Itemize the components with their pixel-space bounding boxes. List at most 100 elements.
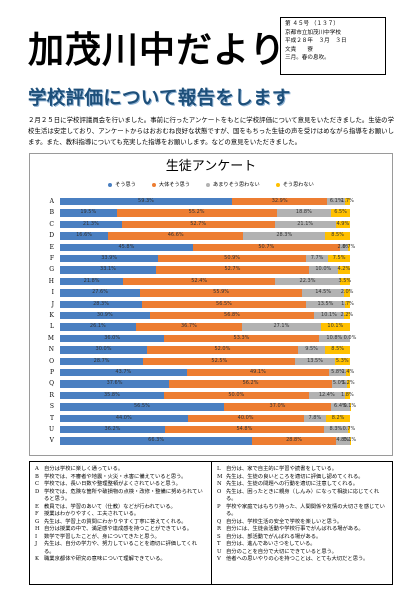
legend-label: そう思わない — [282, 182, 314, 188]
data-label: 1.7% — [341, 198, 354, 204]
survey-item-letter: K — [35, 556, 39, 562]
chart-row: J 28.3% 56.5% 13.5% 1.7% — [30, 299, 392, 310]
survey-item: J 先生は、自分の学力や、努力していることを適切に評価してくれる。 — [35, 541, 207, 556]
bar-segment: 53.3% — [164, 334, 319, 343]
bar-segment: 13.5% — [305, 300, 346, 308]
bar-segment: 1.2% — [342, 380, 355, 388]
bar-segment: 54.8% — [164, 426, 324, 434]
data-label: 0.1% — [343, 437, 357, 444]
article-headline: 学校評価について報告をします — [28, 88, 291, 109]
bar-segment: 1.7% — [341, 198, 354, 206]
data-label: 9.5% — [305, 346, 318, 353]
bar-segment: 45.8% — [60, 243, 193, 251]
bar-segment: 40.0% — [187, 414, 304, 422]
bar-segment: 16.6% — [60, 232, 109, 240]
data-label: 13.5% — [307, 357, 323, 364]
survey-item-text: 授業はわかりやすく、工夫されている。 — [44, 511, 140, 517]
data-label: 0.7% — [342, 426, 356, 432]
survey-item-text: 自分のことを自分で大切にできていると思う。 — [226, 548, 337, 555]
survey-item-text: 職業京都体や研究の意味について理解できている。 — [44, 556, 166, 562]
data-label: 45.8% — [118, 243, 135, 250]
issue-date: 平成２８年 ３月 ３日 — [285, 38, 347, 45]
category-label: C — [49, 220, 54, 228]
data-label: 36.7% — [180, 323, 197, 330]
survey-item: C 学校では、長い日数や整理整頓がよくされていると思う。 — [35, 481, 207, 489]
survey-item: U 自分のことを自分で大切にできていると思う。 — [217, 549, 388, 557]
data-label: 16.6% — [76, 232, 93, 239]
survey-item-text: 先生は、学習上の質問にわかりやすく丁寧に答えてくれる。 — [44, 518, 187, 525]
bar-segment: 4.9% — [335, 220, 350, 229]
category-label: L — [50, 323, 54, 331]
category-label: O — [49, 357, 54, 365]
survey-item-letter: J — [35, 541, 38, 547]
survey-items-right: L 自分は、家で自主的に学習や読書をしている。 M 先生は、生徒の良いところを適切に評… — [211, 462, 392, 584]
bar-segment: 8.3% — [323, 426, 348, 434]
chart-row: T 44.0% 40.0% 7.8% 8.2% — [30, 413, 392, 424]
stacked-bar: 30.0% 52.0% 9.5% 8.5% — [60, 346, 350, 354]
stacked-bar: 30.9% 56.8% 10.1% 2.2% — [60, 312, 353, 320]
bar-segment: 56.5% — [60, 403, 224, 411]
data-label: 10.0% — [315, 266, 332, 273]
data-label: 4.8% — [336, 437, 350, 444]
bar-segment: 56.5% — [142, 300, 306, 308]
bar-segment: 52.5% — [143, 357, 296, 365]
category-label: V — [49, 437, 54, 445]
survey-item-letter: S — [217, 533, 221, 540]
bar-segment: 30.9% — [60, 312, 150, 320]
legend-item: そう思わない — [275, 181, 314, 189]
category-label: P — [49, 369, 54, 376]
stacked-bar: 37.6% 56.2% 5.0% 1.2% — [60, 380, 355, 388]
bar-segment: 7.7% — [305, 255, 329, 263]
bar-segment: 37.6% — [60, 380, 170, 388]
bar-segment: 10.0% — [308, 266, 338, 274]
issue-info-box: 第 ４５号 （１３７） 京都市立加茂川中学校 平成２８年 ３月 ３日 文責 寮 … — [280, 17, 386, 75]
bar-segment: 52.7% — [155, 266, 309, 274]
stacked-bar: 28.7% 52.5% 13.5% 5.3% — [60, 357, 350, 365]
bar-segment: 2.0% — [341, 289, 353, 297]
bar-segment: 18.8% — [276, 209, 332, 217]
bar-segment: 36.2% — [60, 426, 165, 434]
data-label: 50.7% — [258, 243, 275, 250]
bar-segment: 12.4% — [308, 391, 345, 400]
data-label: 5.0% — [332, 380, 346, 387]
bar-segment: 13.5% — [295, 357, 335, 365]
chart-row: K 30.9% 56.8% 10.1% 2.2% — [30, 310, 392, 321]
data-label: 44.0% — [115, 414, 132, 421]
survey-item: O 先生は、困ったときに親身（しんみ）になって相談に応じてくれる。 — [217, 489, 388, 504]
category-label: R — [49, 391, 54, 399]
legend-item: あまりそう思わない — [206, 181, 260, 189]
data-label: 56.8% — [224, 312, 240, 318]
data-label: 8.2% — [331, 414, 345, 421]
chart-row: S 56.5% 37.0% 6.4% 0.1% — [30, 401, 392, 412]
bar-segment: 0.7% — [343, 243, 355, 251]
bar-segment: 36.0% — [60, 334, 165, 343]
survey-item-text: 学校では、長い日数や整理整頓がよくされていると思う。 — [44, 481, 181, 487]
survey-item: T 自分は、進んであいさつをしている。 — [217, 541, 388, 549]
bar-segment: 28.8% — [252, 437, 336, 445]
data-label: 22.3% — [299, 277, 316, 284]
survey-item-letter: Q — [217, 518, 222, 525]
survey-item-letter: A — [35, 466, 39, 472]
bar-segment: 37.0% — [223, 403, 332, 411]
data-label: 28.7% — [93, 357, 110, 364]
data-label: 0.0% — [343, 334, 357, 341]
chart-row: C 21.3% 52.7% 21.1% 4.9% — [30, 219, 392, 230]
data-label: 55.9% — [213, 289, 230, 296]
bar-segment: 9.5% — [297, 346, 326, 354]
data-label: 46.6% — [167, 232, 184, 239]
data-label: 10.1% — [327, 323, 344, 330]
bar-segment: 19.5% — [60, 209, 117, 217]
data-label: 55.2% — [188, 209, 205, 216]
category-label: A — [49, 198, 54, 205]
survey-item-text: 自分は、学校生活の安全で学校を楽しいと思う。 — [226, 518, 343, 525]
school-name: 京都市立加茂川中学校 — [285, 29, 341, 36]
stacked-bar: 59.3% 32.9% 6.1% 1.7% — [60, 198, 354, 206]
category-label: F — [49, 255, 54, 262]
stacked-bar: 33.9% 50.9% 7.7% 7.5% — [60, 255, 350, 263]
bar-segment: 6.1% — [327, 198, 346, 206]
survey-item-letter: B — [35, 473, 39, 480]
survey-item: B 学校では、不審者や地震・火災・水害に備えていると思う。 — [35, 474, 207, 482]
survey-item-letter: V — [217, 556, 221, 562]
category-label: G — [49, 266, 54, 274]
bar-segment: 4.2% — [338, 266, 350, 274]
